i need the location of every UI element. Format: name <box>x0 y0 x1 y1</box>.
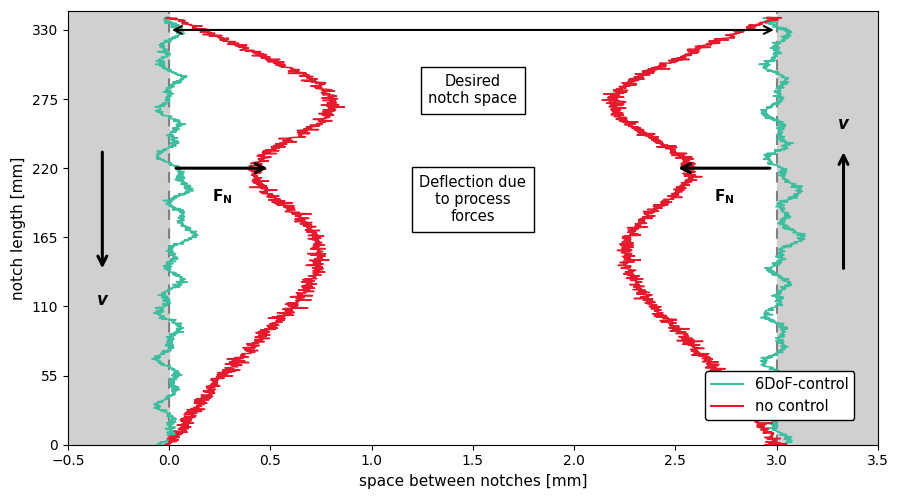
Text: $\mathbf{F_N}$: $\mathbf{F_N}$ <box>212 187 232 206</box>
Legend: 6DoF-control, no control: 6DoF-control, no control <box>706 371 854 420</box>
Text: $\mathbf{F_N}$: $\mathbf{F_N}$ <box>714 187 734 206</box>
Text: Desired
notch space: Desired notch space <box>428 74 518 106</box>
Y-axis label: notch length [mm]: notch length [mm] <box>11 156 26 300</box>
Text: Deflection due
to process
forces: Deflection due to process forces <box>419 174 526 224</box>
Bar <box>777 11 878 444</box>
Text: v: v <box>838 115 849 133</box>
X-axis label: space between notches [mm]: space between notches [mm] <box>359 474 587 489</box>
Text: v: v <box>97 292 108 310</box>
Bar <box>68 11 169 444</box>
